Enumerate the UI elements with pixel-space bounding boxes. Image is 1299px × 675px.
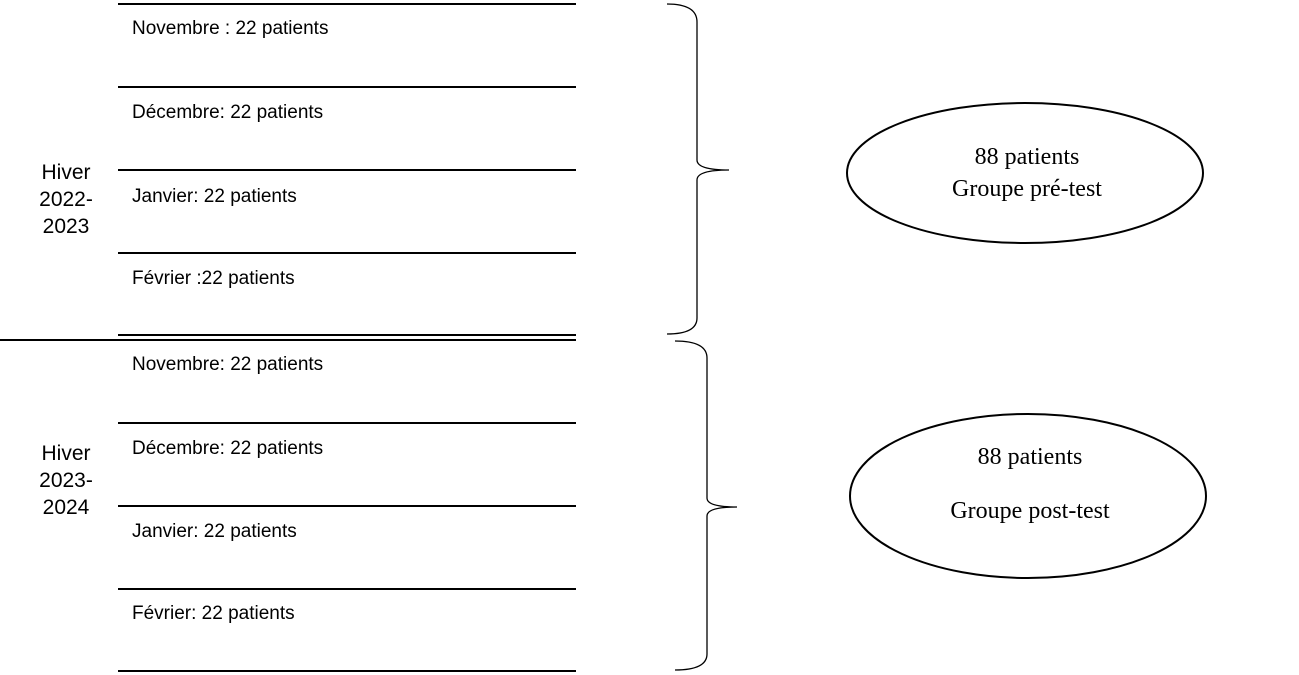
season-line: Hiver: [41, 442, 91, 465]
group-posttest-count: 88 patients: [977, 444, 1083, 470]
month-label-january: Janvier: 22 patients: [132, 521, 297, 542]
month-label-february: Février :22 patients: [132, 268, 295, 289]
row-divider: [118, 505, 576, 507]
curly-brace: [666, 3, 730, 335]
season-line: 2024: [42, 496, 90, 519]
row-divider: [118, 3, 576, 5]
season-line: 2023-: [39, 469, 93, 492]
row-divider: [118, 252, 576, 254]
row-divider: [118, 334, 576, 336]
row-divider: [118, 169, 576, 171]
group-ellipse: [849, 413, 1207, 579]
season-line: 2022-: [39, 188, 93, 211]
group-posttest-name: Groupe post-test: [950, 498, 1110, 524]
month-label-november: Novembre : 22 patients: [132, 18, 329, 39]
row-divider: [118, 86, 576, 88]
season-line: Hiver: [41, 161, 91, 184]
group-pretest-count: 88 patients: [974, 144, 1080, 170]
season-line: 2023: [42, 215, 90, 238]
group-pretest-name: Groupe pré-test: [952, 176, 1102, 202]
season-label-2022-2023: Hiver 2022- 2023: [28, 159, 104, 240]
row-divider: [118, 588, 576, 590]
month-label-december: Décembre: 22 patients: [132, 438, 324, 459]
curly-brace: [674, 340, 738, 671]
group-ellipse: [846, 102, 1204, 244]
month-label-november: Novembre: 22 patients: [132, 354, 324, 375]
row-divider: [118, 422, 576, 424]
period-separator: [0, 339, 576, 341]
row-divider: [118, 670, 576, 672]
month-label-february: Février: 22 patients: [132, 603, 295, 624]
month-label-december: Décembre: 22 patients: [132, 102, 324, 123]
season-label-2023-2024: Hiver 2023- 2024: [28, 440, 104, 521]
month-label-january: Janvier: 22 patients: [132, 186, 297, 207]
